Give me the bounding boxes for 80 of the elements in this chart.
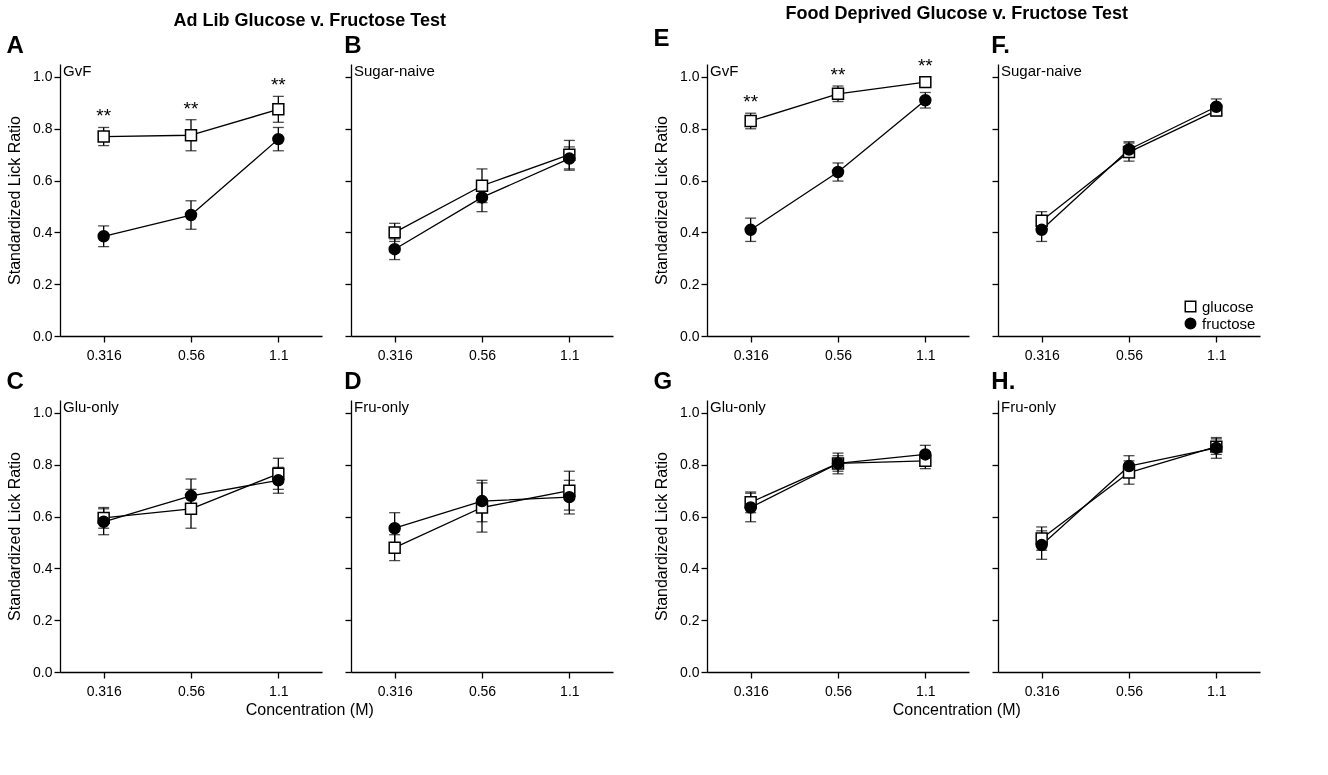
- y-tick-label: 0.4: [680, 223, 700, 240]
- legend-label: fructose: [1202, 314, 1256, 332]
- text: Food Deprived Glucose v. Fructose Test: [785, 2, 1128, 23]
- chart-subtitle: Fru-only: [354, 398, 410, 415]
- x-tick-label: 0.316: [733, 682, 769, 699]
- y-axis-title: Standardized Lick Ratio: [653, 115, 671, 285]
- y-tick-label: 0.2: [680, 611, 700, 628]
- x-tick-label: 1.1: [1207, 346, 1227, 363]
- y-tick-label: 0.4: [33, 559, 53, 576]
- y-tick-label: 0.6: [680, 172, 700, 189]
- chart-title: H.: [991, 367, 1016, 394]
- x-tick-label: 0.56: [824, 346, 853, 363]
- x-tick-label: 0.316: [86, 346, 122, 363]
- y-tick-label: 0.0: [33, 327, 53, 344]
- legend-label: glucose: [1202, 297, 1254, 315]
- x-tick-label: 0.316: [1024, 682, 1060, 699]
- x-tick-label: 0.316: [86, 682, 122, 699]
- annotation: **: [830, 64, 846, 86]
- chart-subtitle: Glu-only: [710, 398, 767, 415]
- chart-subtitle: Sugar-naive: [1001, 62, 1082, 79]
- y-tick-label: 0.4: [33, 223, 53, 240]
- chart-title: E: [653, 23, 670, 51]
- chart-subtitle: Sugar-naive: [354, 62, 435, 79]
- x-tick-label: 1.1: [1207, 682, 1227, 699]
- x-tick-label: 0.56: [468, 346, 497, 363]
- y-tick-label: 1.0: [680, 404, 700, 421]
- annotation: **: [917, 54, 934, 76]
- x-tick-label: 0.56: [1115, 682, 1144, 699]
- annotation: **: [183, 97, 199, 119]
- y-tick-label: 0.8: [33, 456, 53, 473]
- chart-subtitle: GvF: [710, 62, 739, 79]
- chart-title: C: [6, 367, 24, 394]
- x-tick-label: 0.316: [1024, 346, 1060, 363]
- chart-title: G: [653, 367, 673, 394]
- text: Ad Lib Glucose v. Fructose Test: [173, 10, 446, 30]
- chart-title: A: [6, 31, 24, 58]
- y-tick-label: 0.6: [33, 508, 53, 525]
- chart-title: B: [344, 31, 362, 58]
- chart-title: F.: [991, 31, 1011, 58]
- x-tick-label: 1.1: [916, 682, 936, 699]
- x-tick-label: 0.316: [733, 346, 769, 363]
- y-tick-label: 0.0: [680, 663, 700, 680]
- y-tick-label: 0.2: [680, 275, 700, 292]
- y-tick-label: 0.6: [680, 508, 700, 525]
- x-axis-title: Concentration (M): [892, 701, 1021, 718]
- x-tick-label: 0.316: [377, 682, 413, 699]
- y-tick-label: 0.8: [680, 456, 700, 473]
- x-tick-label: 0.56: [177, 682, 206, 699]
- y-tick-label: 1.0: [33, 404, 53, 421]
- x-tick-label: 1.1: [560, 682, 580, 699]
- y-axis-title: Standardized Lick Ratio: [6, 451, 24, 621]
- x-tick-label: 0.56: [468, 682, 497, 699]
- y-tick-label: 0.0: [33, 663, 53, 680]
- x-tick-label: 1.1: [269, 682, 289, 699]
- x-tick-label: 0.316: [377, 346, 413, 363]
- chart-title: D: [344, 367, 362, 394]
- annotation: **: [743, 91, 759, 113]
- x-tick-label: 1.1: [916, 346, 936, 363]
- x-tick-label: 1.1: [269, 346, 289, 363]
- annotation: **: [270, 74, 287, 96]
- y-tick-label: 1.0: [680, 68, 700, 85]
- x-tick-label: 0.56: [1115, 346, 1144, 363]
- y-tick-label: 0.2: [33, 611, 53, 628]
- y-tick-label: 0.8: [680, 120, 700, 137]
- y-tick-label: 0.4: [680, 559, 700, 576]
- y-tick-label: 0.6: [33, 172, 53, 189]
- y-tick-label: 0.0: [680, 327, 700, 344]
- y-axis-title: Standardized Lick Ratio: [6, 115, 24, 285]
- y-tick-label: 0.8: [33, 120, 53, 137]
- chart-subtitle: Glu-only: [63, 398, 120, 415]
- chart-subtitle: Fru-only: [1001, 398, 1057, 415]
- x-axis-title: Concentration (M): [245, 701, 374, 718]
- y-tick-label: 0.2: [33, 275, 53, 292]
- x-tick-label: 0.56: [177, 346, 206, 363]
- y-axis-title: Standardized Lick Ratio: [653, 451, 671, 621]
- y-tick-label: 1.0: [33, 68, 53, 85]
- x-tick-label: 1.1: [560, 346, 580, 363]
- x-tick-label: 0.56: [824, 682, 853, 699]
- chart-subtitle: GvF: [63, 62, 92, 79]
- annotation: **: [96, 105, 112, 127]
